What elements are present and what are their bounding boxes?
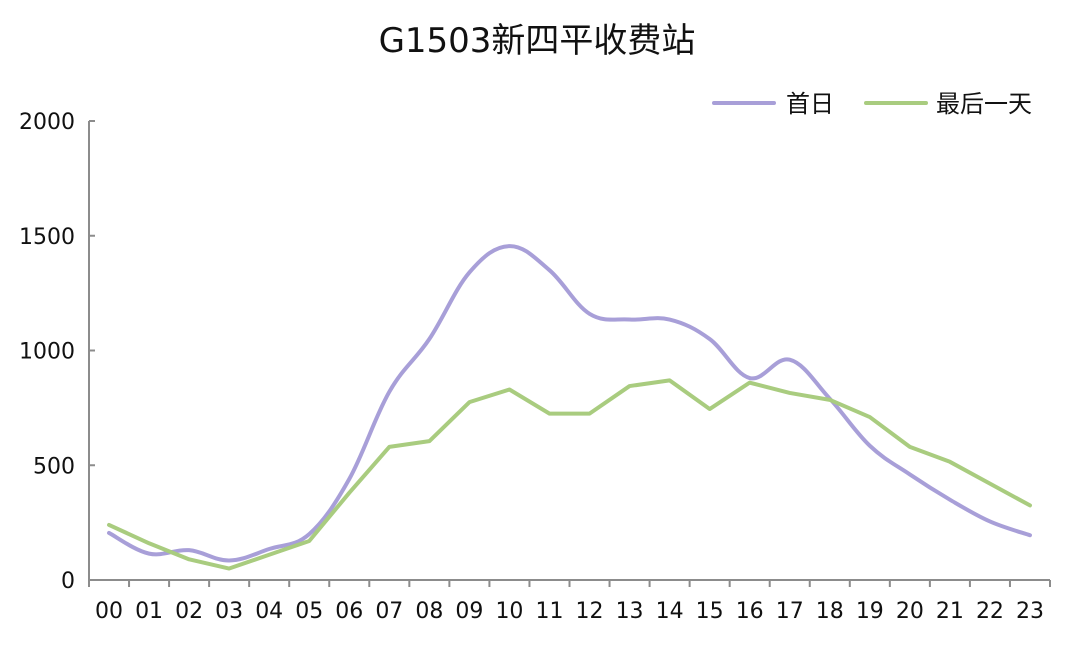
data-point [267,547,271,551]
data-point [227,558,231,562]
data-point [748,381,752,385]
x-tick-label: 04 [255,599,283,624]
data-point [267,553,271,557]
data-point [868,415,872,419]
data-point [868,444,872,448]
data-point [588,312,592,316]
data-point [427,439,431,443]
data-point [547,412,551,416]
x-tick-label: 19 [856,599,884,624]
x-tick-label: 11 [535,599,563,624]
data-point [187,557,191,561]
y-ticks: 0 500 1000 1500 2000 [19,110,95,594]
data-point [507,388,511,392]
x-tick-label: 17 [776,599,804,624]
data-point [107,523,111,527]
data-point [107,531,111,535]
data-point [708,337,712,341]
x-tick-label: 03 [215,599,243,624]
x-tick-label: 20 [896,599,924,624]
y-tick-label: 0 [61,569,75,594]
data-point [748,376,752,380]
y-tick-label: 1500 [19,225,75,250]
x-tick-label: 02 [175,599,203,624]
data-point [988,482,992,486]
data-point [908,472,912,476]
x-tick-label: 12 [576,599,604,624]
data-point [307,539,311,543]
data-point [628,318,632,322]
data-point [147,541,151,545]
y-tick-label: 2000 [19,110,75,135]
x-tick-label: 15 [696,599,724,624]
data-point [507,244,511,248]
data-point [788,391,792,395]
data-point [668,378,672,382]
data-point [227,567,231,571]
x-tick-label: 05 [295,599,323,624]
data-point [1028,533,1032,537]
data-point [547,268,551,272]
x-tick-label: 06 [335,599,363,624]
x-tick-label: 22 [976,599,1004,624]
data-point [187,548,191,552]
series-layer [107,244,1032,571]
data-point [668,318,672,322]
chart-title: G1503新四平收费站 [379,21,696,61]
x-tick-label: 21 [936,599,964,624]
x-tick-label: 09 [455,599,483,624]
data-point [588,412,592,416]
x-ticks: 00 01 02 03 04 05 06 07 08 09 10 11 12 13 14 15 16 17 18 19… [88,580,1051,624]
data-point [988,519,992,523]
x-tick-label: 16 [736,599,764,624]
data-point [387,390,391,394]
data-point [1028,503,1032,507]
data-point [307,532,311,536]
legend: 首日 最后一天 [712,90,1032,118]
data-point [347,491,351,495]
legend-label-first-day: 首日 [786,90,834,118]
data-point [828,398,832,402]
data-point [427,337,431,341]
x-tick-label: 07 [375,599,403,624]
data-point [708,407,712,411]
data-point [948,460,952,464]
data-point [788,358,792,362]
y-tick-label: 1000 [19,340,75,365]
x-tick-label: 01 [135,599,163,624]
data-point [948,498,952,502]
data-point [387,445,391,449]
data-point [147,552,151,556]
data-point [908,445,912,449]
legend-label-last-day: 最后一天 [936,90,1032,118]
data-point [467,400,471,404]
series-line-last-day [107,378,1032,571]
data-point [467,270,471,274]
y-tick-label: 500 [33,454,75,479]
x-tick-label: 23 [1016,599,1044,624]
series-line-first-day [107,244,1032,563]
data-point [347,477,351,481]
x-tick-label: 13 [616,599,644,624]
x-tick-label: 00 [95,599,123,624]
x-tick-label: 10 [495,599,523,624]
x-tick-label: 14 [656,599,684,624]
axes [88,121,1050,581]
x-tick-label: 08 [415,599,443,624]
data-point [628,384,632,388]
x-tick-label: 18 [816,599,844,624]
